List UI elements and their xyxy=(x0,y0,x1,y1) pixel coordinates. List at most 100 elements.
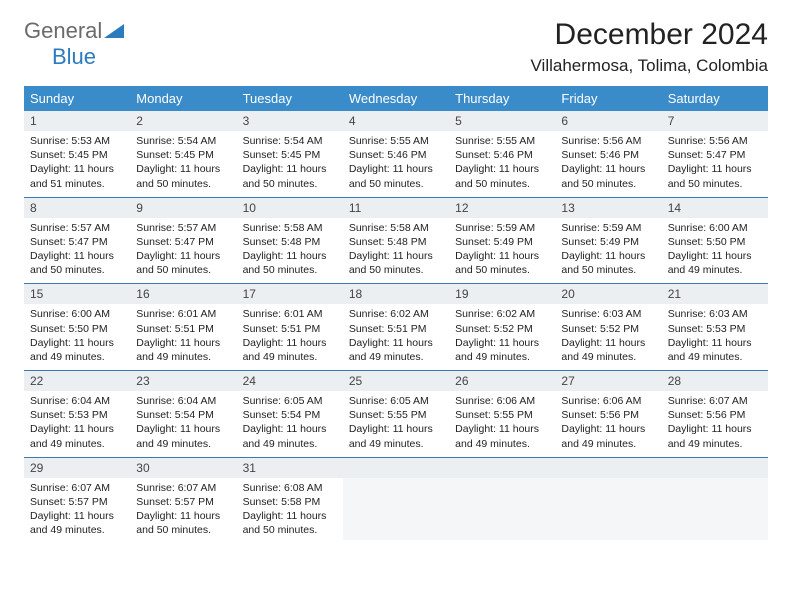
calendar-cell xyxy=(662,458,768,544)
day-number: 5 xyxy=(449,111,555,131)
calendar-cell: 1Sunrise: 5:53 AMSunset: 5:45 PMDaylight… xyxy=(24,111,130,197)
day-number: 12 xyxy=(449,198,555,218)
daylight-line2: and 49 minutes. xyxy=(349,437,443,451)
daylight-line2: and 49 minutes. xyxy=(243,437,337,451)
sunset-line: Sunset: 5:54 PM xyxy=(243,408,337,422)
sunrise-line: Sunrise: 5:57 AM xyxy=(136,221,230,235)
sunset-line: Sunset: 5:56 PM xyxy=(668,408,762,422)
day-content: Sunrise: 5:59 AMSunset: 5:49 PMDaylight:… xyxy=(555,218,661,284)
daylight-line2: and 49 minutes. xyxy=(349,350,443,364)
calendar: Sunday Monday Tuesday Wednesday Thursday… xyxy=(24,86,768,543)
week-row: 22Sunrise: 6:04 AMSunset: 5:53 PMDayligh… xyxy=(24,371,768,458)
calendar-cell: 25Sunrise: 6:05 AMSunset: 5:55 PMDayligh… xyxy=(343,371,449,457)
sunrise-line: Sunrise: 6:03 AM xyxy=(561,307,655,321)
day-header-tuesday: Tuesday xyxy=(237,86,343,111)
week-row: 8Sunrise: 5:57 AMSunset: 5:47 PMDaylight… xyxy=(24,198,768,285)
daylight-line1: Daylight: 11 hours xyxy=(455,162,549,176)
day-content: Sunrise: 6:08 AMSunset: 5:58 PMDaylight:… xyxy=(237,478,343,544)
day-content: Sunrise: 5:57 AMSunset: 5:47 PMDaylight:… xyxy=(130,218,236,284)
daylight-line1: Daylight: 11 hours xyxy=(668,162,762,176)
day-content: Sunrise: 6:06 AMSunset: 5:55 PMDaylight:… xyxy=(449,391,555,457)
daylight-line1: Daylight: 11 hours xyxy=(30,162,124,176)
daylight-line1: Daylight: 11 hours xyxy=(561,336,655,350)
sunrise-line: Sunrise: 5:58 AM xyxy=(349,221,443,235)
sunset-line: Sunset: 5:46 PM xyxy=(561,148,655,162)
day-header-saturday: Saturday xyxy=(662,86,768,111)
sunrise-line: Sunrise: 5:59 AM xyxy=(561,221,655,235)
daylight-line2: and 50 minutes. xyxy=(668,177,762,191)
day-content xyxy=(449,478,555,540)
day-number: 18 xyxy=(343,284,449,304)
daylight-line2: and 49 minutes. xyxy=(668,350,762,364)
day-number: 17 xyxy=(237,284,343,304)
sunrise-line: Sunrise: 6:08 AM xyxy=(243,481,337,495)
day-number: 26 xyxy=(449,371,555,391)
daylight-line1: Daylight: 11 hours xyxy=(136,336,230,350)
day-number: 25 xyxy=(343,371,449,391)
day-number: 24 xyxy=(237,371,343,391)
sunset-line: Sunset: 5:46 PM xyxy=(349,148,443,162)
day-content: Sunrise: 6:00 AMSunset: 5:50 PMDaylight:… xyxy=(24,304,130,370)
sunset-line: Sunset: 5:55 PM xyxy=(455,408,549,422)
daylight-line1: Daylight: 11 hours xyxy=(243,509,337,523)
logo-part1: General xyxy=(24,18,102,43)
day-number xyxy=(555,458,661,478)
day-content: Sunrise: 5:55 AMSunset: 5:46 PMDaylight:… xyxy=(449,131,555,197)
sunset-line: Sunset: 5:51 PM xyxy=(243,322,337,336)
day-header-wednesday: Wednesday xyxy=(343,86,449,111)
calendar-cell: 18Sunrise: 6:02 AMSunset: 5:51 PMDayligh… xyxy=(343,284,449,370)
sunset-line: Sunset: 5:51 PM xyxy=(136,322,230,336)
daylight-line2: and 49 minutes. xyxy=(243,350,337,364)
day-number: 10 xyxy=(237,198,343,218)
sunset-line: Sunset: 5:54 PM xyxy=(136,408,230,422)
month-title: December 2024 xyxy=(531,18,768,52)
sunset-line: Sunset: 5:51 PM xyxy=(349,322,443,336)
day-number: 27 xyxy=(555,371,661,391)
sunrise-line: Sunrise: 6:01 AM xyxy=(243,307,337,321)
title-block: December 2024 Villahermosa, Tolima, Colo… xyxy=(531,18,768,76)
daylight-line1: Daylight: 11 hours xyxy=(668,249,762,263)
sunrise-line: Sunrise: 5:55 AM xyxy=(349,134,443,148)
sunrise-line: Sunrise: 5:59 AM xyxy=(455,221,549,235)
day-number: 3 xyxy=(237,111,343,131)
daylight-line1: Daylight: 11 hours xyxy=(668,422,762,436)
day-number: 22 xyxy=(24,371,130,391)
daylight-line2: and 49 minutes. xyxy=(668,437,762,451)
daylight-line1: Daylight: 11 hours xyxy=(30,249,124,263)
sunrise-line: Sunrise: 6:01 AM xyxy=(136,307,230,321)
daylight-line1: Daylight: 11 hours xyxy=(136,509,230,523)
day-header-sunday: Sunday xyxy=(24,86,130,111)
day-number: 31 xyxy=(237,458,343,478)
sunrise-line: Sunrise: 6:07 AM xyxy=(136,481,230,495)
calendar-cell: 5Sunrise: 5:55 AMSunset: 5:46 PMDaylight… xyxy=(449,111,555,197)
sunset-line: Sunset: 5:58 PM xyxy=(243,495,337,509)
daylight-line2: and 49 minutes. xyxy=(668,263,762,277)
sunset-line: Sunset: 5:49 PM xyxy=(561,235,655,249)
calendar-cell: 30Sunrise: 6:07 AMSunset: 5:57 PMDayligh… xyxy=(130,458,236,544)
calendar-cell: 24Sunrise: 6:05 AMSunset: 5:54 PMDayligh… xyxy=(237,371,343,457)
day-content: Sunrise: 6:01 AMSunset: 5:51 PMDaylight:… xyxy=(237,304,343,370)
sunset-line: Sunset: 5:45 PM xyxy=(243,148,337,162)
daylight-line1: Daylight: 11 hours xyxy=(243,336,337,350)
day-number: 28 xyxy=(662,371,768,391)
day-number xyxy=(449,458,555,478)
day-content: Sunrise: 6:04 AMSunset: 5:54 PMDaylight:… xyxy=(130,391,236,457)
daylight-line2: and 49 minutes. xyxy=(455,350,549,364)
day-content xyxy=(662,478,768,540)
sunrise-line: Sunrise: 6:05 AM xyxy=(243,394,337,408)
calendar-cell: 28Sunrise: 6:07 AMSunset: 5:56 PMDayligh… xyxy=(662,371,768,457)
sunset-line: Sunset: 5:45 PM xyxy=(30,148,124,162)
calendar-cell: 19Sunrise: 6:02 AMSunset: 5:52 PMDayligh… xyxy=(449,284,555,370)
daylight-line2: and 50 minutes. xyxy=(136,177,230,191)
daylight-line1: Daylight: 11 hours xyxy=(136,249,230,263)
daylight-line2: and 50 minutes. xyxy=(243,263,337,277)
sunrise-line: Sunrise: 5:58 AM xyxy=(243,221,337,235)
calendar-cell: 31Sunrise: 6:08 AMSunset: 5:58 PMDayligh… xyxy=(237,458,343,544)
calendar-cell: 22Sunrise: 6:04 AMSunset: 5:53 PMDayligh… xyxy=(24,371,130,457)
day-number: 6 xyxy=(555,111,661,131)
sunrise-line: Sunrise: 5:57 AM xyxy=(30,221,124,235)
daylight-line2: and 50 minutes. xyxy=(136,263,230,277)
sunrise-line: Sunrise: 6:00 AM xyxy=(668,221,762,235)
week-row: 29Sunrise: 6:07 AMSunset: 5:57 PMDayligh… xyxy=(24,458,768,544)
day-content: Sunrise: 6:02 AMSunset: 5:51 PMDaylight:… xyxy=(343,304,449,370)
